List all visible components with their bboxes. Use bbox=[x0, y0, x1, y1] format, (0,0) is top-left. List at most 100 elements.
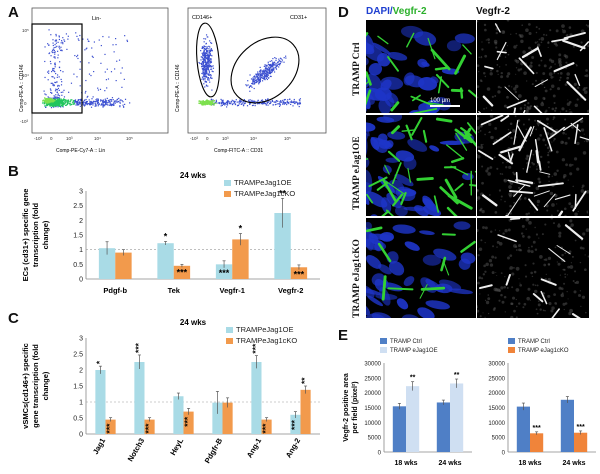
panel-letter-a: A bbox=[8, 4, 19, 21]
significance-label: * bbox=[164, 231, 168, 241]
bar-chartc-0-1 bbox=[134, 362, 145, 434]
category-label: Jag1 bbox=[91, 437, 107, 456]
svg-text:-10³: -10³ bbox=[20, 119, 29, 124]
significance-label: *** bbox=[577, 424, 585, 431]
bar-chartc-1-5 bbox=[300, 389, 311, 434]
panel-letter-c: C bbox=[8, 310, 19, 327]
y-tick-label: 3 bbox=[79, 189, 83, 196]
svg-text:10⁵: 10⁵ bbox=[126, 136, 133, 141]
y-axis-label-a2: Comp-PE-A :: CD146 bbox=[175, 64, 181, 112]
significance-label: *** bbox=[261, 423, 271, 434]
y-axis-title: Vegfr-2 positive area bbox=[343, 373, 350, 442]
bar-chartb-1-3 bbox=[290, 267, 308, 279]
svg-text:0: 0 bbox=[206, 136, 209, 141]
legend-label: TRAMPeJag1OE bbox=[234, 178, 292, 187]
y-tick-label: 20000 bbox=[364, 391, 381, 397]
significance-label: ** bbox=[454, 372, 460, 379]
chart-title: 24 wks bbox=[180, 171, 207, 180]
legend-swatch bbox=[226, 327, 233, 333]
y-tick-label: 5000 bbox=[368, 436, 382, 442]
legend-label: TRAMP eJag1OE bbox=[390, 348, 438, 354]
flow-plot-lin: Lin- Comp-PE-A :: CD146 Comp-PE-Cy7-A ::… bbox=[19, 7, 169, 154]
bar-charte1-1-1 bbox=[450, 383, 464, 452]
category-label: 24 wks bbox=[563, 460, 586, 467]
y-tick-label: 1.5 bbox=[73, 384, 83, 391]
y-axis-title: vSMCs(cd146+) specific bbox=[21, 343, 30, 429]
category-label: 24 wks bbox=[439, 460, 462, 467]
vegfr-title-green: Vegfr-2 bbox=[392, 6, 427, 17]
bar-chartb-1-1 bbox=[173, 265, 191, 279]
chart-c-vsmc-transcription: 00.511.522.53****Jag1******Notch3***HeyL… bbox=[21, 318, 320, 465]
bar-charte1-1-0 bbox=[406, 386, 420, 452]
y-tick-label: 25000 bbox=[488, 376, 505, 382]
micro-cko-vegfr bbox=[477, 218, 589, 318]
bar-chartb-0-0 bbox=[98, 248, 116, 279]
row-label-oe: TRAMP eJag1OE bbox=[352, 136, 362, 210]
y-tick-label: 0 bbox=[378, 451, 382, 457]
y-tick-label: 0.5 bbox=[73, 416, 83, 423]
bar-chartc-1-1 bbox=[144, 419, 155, 434]
bar-chartb-0-1 bbox=[157, 243, 174, 279]
significance-label: * bbox=[239, 224, 243, 234]
micro-cko-merge bbox=[366, 218, 476, 318]
category-label: Ang-1 bbox=[245, 437, 263, 460]
bar-chartc-0-2 bbox=[173, 396, 184, 434]
svg-text:-10³: -10³ bbox=[34, 136, 43, 141]
chart-b-ec-transcription: 00.511.522.53Pdgf-b****Tek****Vegfr-1***… bbox=[21, 171, 320, 295]
bar-chartb-1-0 bbox=[115, 252, 132, 279]
scale-bar: 100 μm bbox=[430, 98, 460, 107]
y-tick-label: 0 bbox=[502, 451, 506, 457]
bar-chartc-1-2 bbox=[183, 411, 194, 434]
svg-text:10⁴: 10⁴ bbox=[94, 136, 101, 141]
y-tick-label: 25000 bbox=[364, 376, 381, 382]
y-axis-title: transcription (fold bbox=[31, 203, 40, 268]
panel-letter-e: E bbox=[338, 327, 349, 344]
bar-charte1-0-0 bbox=[392, 406, 406, 452]
micro-header-right: Vegfr-2 bbox=[476, 6, 510, 17]
panel-letter-b: B bbox=[8, 163, 19, 180]
chart-e2-cko-area: 0 5000 10000 15000 20000 25000 30000 *** 18 wks *… bbox=[488, 338, 596, 467]
gate-label-cd31: CD31+ bbox=[290, 15, 307, 21]
y-tick-label: 3 bbox=[79, 336, 83, 343]
legend-label: TRAMPeJag1OE bbox=[236, 325, 294, 334]
svg-text:10⁵: 10⁵ bbox=[22, 28, 29, 33]
gate-lin-neg bbox=[31, 23, 83, 114]
svg-text:10⁴: 10⁴ bbox=[250, 136, 257, 141]
y-axis-label-a1: Comp-PE-A :: CD146 bbox=[19, 64, 25, 112]
micro-ctrl-vegfr bbox=[477, 20, 589, 113]
gate-cd31 bbox=[230, 36, 300, 104]
gate-label-lin: Lin- bbox=[92, 16, 101, 22]
panel-letter-d: D bbox=[338, 4, 349, 21]
legend-swatch bbox=[508, 338, 515, 344]
y-tick-label: 0 bbox=[79, 277, 83, 284]
svg-text:-10³: -10³ bbox=[190, 136, 199, 141]
legend-swatch bbox=[226, 338, 233, 344]
bar-chartc-1-3 bbox=[222, 402, 233, 434]
category-label: Tek bbox=[168, 286, 181, 295]
significance-label: *** bbox=[133, 342, 143, 353]
legend-swatch bbox=[380, 338, 387, 344]
x-axis-label-a1: Comp-PE-Cy7-A :: Lin bbox=[56, 148, 105, 154]
legend-label: TRAMPeJag1cKO bbox=[236, 336, 297, 345]
svg-text:10⁴: 10⁴ bbox=[22, 73, 29, 78]
y-tick-label: 1 bbox=[79, 247, 83, 254]
y-tick-label: 2.5 bbox=[73, 203, 83, 210]
bar-charte2-1-0 bbox=[530, 433, 544, 452]
row-label-cko: TRAMP eJag1cKO bbox=[352, 239, 362, 318]
svg-text:10³: 10³ bbox=[222, 136, 229, 141]
significance-label: ** bbox=[410, 375, 416, 382]
significance-label: *** bbox=[177, 267, 188, 277]
bar-charte2-0-1 bbox=[560, 399, 574, 452]
category-label: 18 wks bbox=[519, 460, 542, 467]
bar-charte1-0-1 bbox=[436, 402, 450, 452]
svg-text:10³: 10³ bbox=[66, 136, 73, 141]
legend-swatch bbox=[508, 347, 515, 353]
legend-swatch bbox=[380, 347, 387, 353]
y-tick-label: 1 bbox=[79, 400, 83, 407]
significance-label: *** bbox=[219, 268, 230, 278]
y-tick-label: 0 bbox=[79, 432, 83, 439]
legend-swatch bbox=[224, 191, 231, 197]
significance-label: ** bbox=[300, 377, 310, 384]
svg-text:0: 0 bbox=[50, 136, 53, 141]
gate-cd146 bbox=[196, 22, 220, 98]
